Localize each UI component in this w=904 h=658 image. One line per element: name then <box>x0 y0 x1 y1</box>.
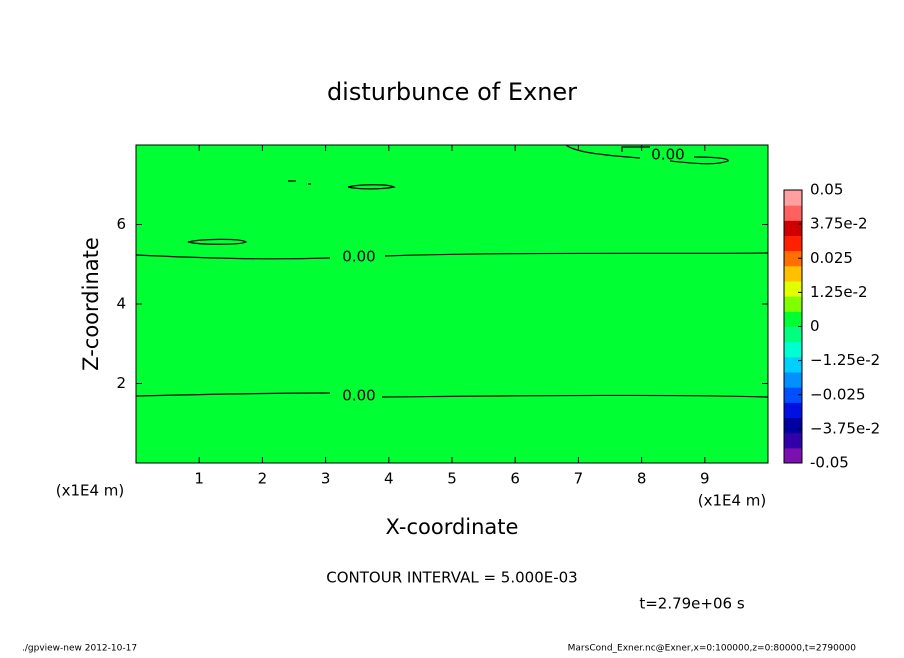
y-tick-label: 6 <box>116 215 126 233</box>
x-tick-label: 4 <box>384 470 394 488</box>
colorbar-band <box>784 235 802 252</box>
contour-lines <box>135 144 769 398</box>
time-label: t=2.79e+06 s <box>639 595 745 613</box>
x-unit: (x1E4 m) <box>698 492 767 510</box>
contour-line <box>347 184 396 190</box>
x-axis-label: X-coordinate <box>386 515 519 539</box>
colorbar-band <box>784 265 802 282</box>
chart-title: disturbunce of Exner <box>327 78 577 106</box>
colorbar-band <box>784 311 802 327</box>
footer-left: ./gpview-new 2012-10-17 <box>22 644 137 654</box>
colorbar-tick-label: 1.25e-2 <box>810 283 868 301</box>
colorbar-tick-label: -0.05 <box>810 454 849 472</box>
colorbar-band <box>784 250 802 267</box>
colorbar-tick-label: −0.025 <box>810 385 866 403</box>
colorbar-tick-label: 0.05 <box>810 181 843 199</box>
contour-line <box>135 392 331 397</box>
colorbar-band <box>784 296 802 312</box>
y-tick-label: 2 <box>116 374 126 392</box>
contour-line <box>381 394 769 398</box>
x-tick-label: 1 <box>194 470 204 488</box>
plot-area <box>135 144 769 464</box>
colorbar-band <box>784 356 802 373</box>
colorbar-band <box>784 432 802 449</box>
contour-line <box>384 252 769 257</box>
x-tick-label: 6 <box>510 470 520 488</box>
colorbar-band <box>784 281 802 297</box>
x-tick-label: 9 <box>700 470 710 488</box>
contour-line <box>565 144 729 165</box>
colorbar-tick-label: 0 <box>810 317 820 335</box>
contour-label: 0.00 <box>342 248 375 266</box>
y-axis-label: Z-coordinate <box>79 237 103 371</box>
colorbar-band <box>784 447 802 464</box>
x-tick-label: 2 <box>258 470 268 488</box>
colorbar-band <box>784 372 802 388</box>
colorbar-band <box>784 387 802 403</box>
colorbar-band <box>784 326 802 343</box>
footer-right: MarsCond_Exner.nc@Exner,x=0:100000,z=0:8… <box>568 644 857 654</box>
y-tick-label: 4 <box>116 295 126 313</box>
contour-line <box>288 180 311 185</box>
contour-label: 0.00 <box>342 387 375 405</box>
contour-line <box>187 238 248 245</box>
colorbar-tick-label: −3.75e-2 <box>810 419 880 437</box>
x-tick-label: 5 <box>447 470 457 488</box>
colorbar-band <box>784 190 802 206</box>
colorbar-tick-label: 3.75e-2 <box>810 215 868 233</box>
colorbar-tick-label: 0.025 <box>810 249 853 267</box>
contour-line <box>621 146 650 152</box>
x-tick-label: 8 <box>637 470 647 488</box>
contour-line <box>135 254 331 260</box>
x-tick-label: 7 <box>574 470 584 488</box>
colorbar-band <box>784 220 802 236</box>
x-unit: (x1E4 m) <box>56 482 125 500</box>
contour-interval: CONTOUR INTERVAL = 5.000E-03 <box>326 569 577 587</box>
colorbar-tick-label: −1.25e-2 <box>810 351 880 369</box>
colorbar-band <box>784 205 802 221</box>
contour-label: 0.00 <box>651 146 684 164</box>
colorbar-band <box>784 402 802 418</box>
colorbar-band <box>784 417 802 434</box>
colorbar-band <box>784 341 802 358</box>
x-tick-label: 3 <box>321 470 331 488</box>
